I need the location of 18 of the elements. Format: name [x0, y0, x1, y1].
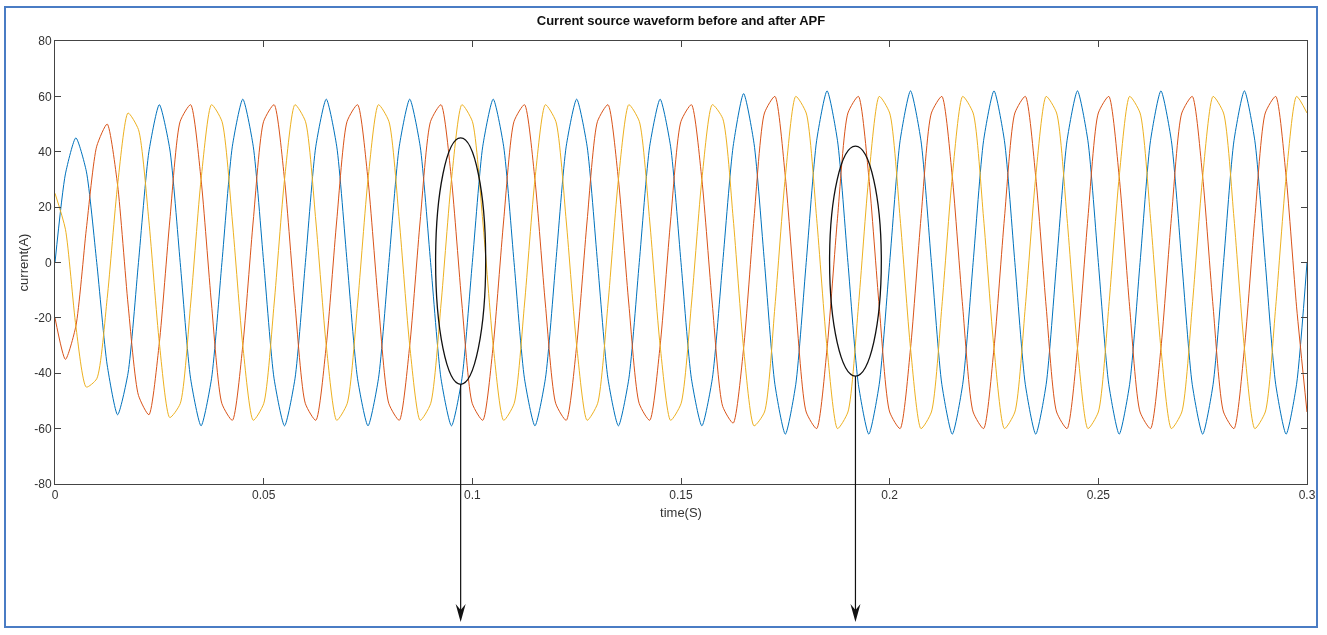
y-tick-label: 80	[38, 34, 52, 49]
x-tick-label: 0.15	[669, 488, 693, 503]
chart-title: Current source waveform before and after APF	[536, 12, 826, 28]
y-tick-label: 0	[44, 255, 52, 270]
x-tick-label: 0.3	[1298, 488, 1316, 503]
y-tick-label: 20	[38, 200, 52, 215]
x-tick-label: 0.1	[463, 488, 481, 503]
x-tick-label: 0.05	[251, 488, 276, 503]
y-tick-label: -80	[34, 477, 52, 492]
y-tick-label: -60	[34, 421, 52, 436]
y-tick-label: 60	[38, 89, 52, 104]
y-axis-title: current(A)	[16, 233, 32, 292]
x-axis-title: time(S)	[660, 505, 702, 520]
x-tick-label: 0.25	[1086, 488, 1111, 503]
y-tick-label: 40	[38, 144, 52, 159]
y-tick-label: -20	[34, 311, 52, 326]
y-tick-label: -40	[34, 366, 52, 381]
x-tick-label: 0.2	[881, 488, 899, 503]
